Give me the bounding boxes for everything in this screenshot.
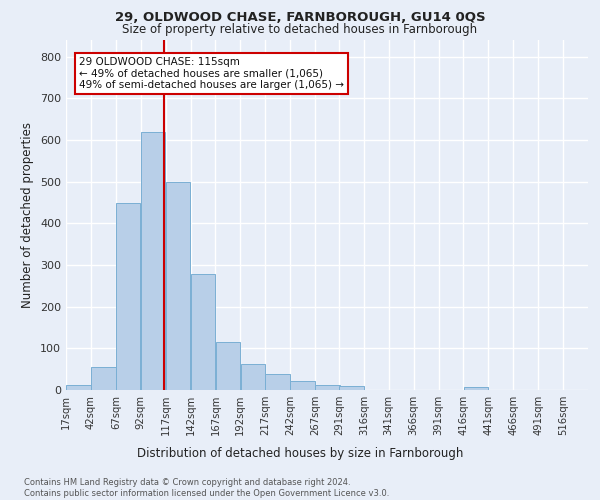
Text: Contains HM Land Registry data © Crown copyright and database right 2024.
Contai: Contains HM Land Registry data © Crown c… [24,478,389,498]
Bar [339,386,364,390]
Bar [215,342,240,390]
Bar [116,202,140,390]
Text: Size of property relative to detached houses in Farnborough: Size of property relative to detached ho… [122,22,478,36]
Bar [265,374,290,390]
Bar [166,182,190,390]
Bar [141,132,166,390]
Bar [464,386,488,390]
Bar [315,385,340,390]
Text: Distribution of detached houses by size in Farnborough: Distribution of detached houses by size … [137,448,463,460]
Text: 29, OLDWOOD CHASE, FARNBOROUGH, GU14 0QS: 29, OLDWOOD CHASE, FARNBOROUGH, GU14 0QS [115,11,485,24]
Y-axis label: Number of detached properties: Number of detached properties [22,122,34,308]
Bar [290,381,315,390]
Bar [241,364,265,390]
Text: 29 OLDWOOD CHASE: 115sqm
← 49% of detached houses are smaller (1,065)
49% of sem: 29 OLDWOOD CHASE: 115sqm ← 49% of detach… [79,56,344,90]
Bar [66,385,91,390]
Bar [191,274,215,390]
Bar [91,367,116,390]
